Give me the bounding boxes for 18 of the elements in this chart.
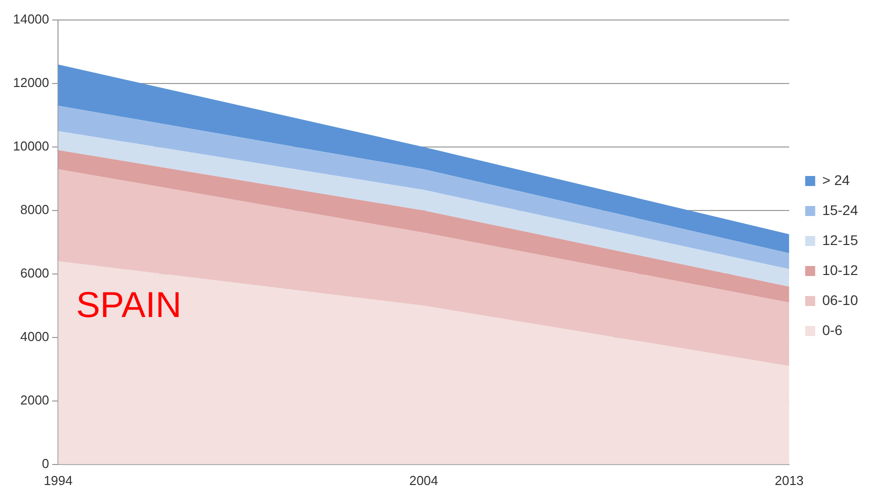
y-tick-label: 8000 [20, 202, 50, 218]
y-tick-label: 0 [42, 456, 50, 471]
legend-label: 15-24 [822, 202, 858, 218]
y-tick-label: 10000 [12, 138, 50, 154]
y-tick-label: 12000 [12, 75, 50, 90]
annotation: SPAIN [76, 284, 182, 325]
x-tick-label: 2013 [774, 472, 804, 488]
y-tick-label: 2000 [20, 392, 50, 408]
legend-label: > 24 [822, 172, 850, 188]
x-tick-label: 2004 [409, 472, 438, 488]
y-tick-label: 4000 [20, 329, 50, 344]
legend-label: 12-15 [822, 232, 858, 248]
legend-label: 0-6 [822, 322, 843, 338]
legend-label: 10-12 [822, 262, 858, 278]
x-tick-label: 1994 [44, 472, 73, 488]
y-tick-label: 6000 [20, 266, 50, 281]
legend-label: 06-10 [822, 292, 858, 308]
y-tick-label: 14000 [12, 12, 50, 27]
